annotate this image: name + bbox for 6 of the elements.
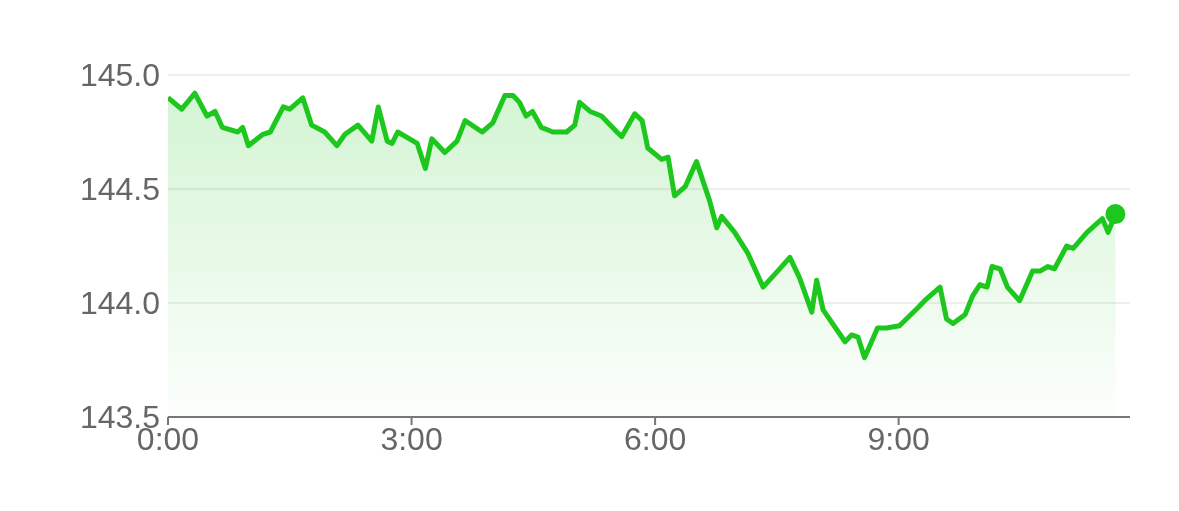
y-tick-label: 145.0 bbox=[79, 57, 160, 94]
x-tick-label: 3:00 bbox=[380, 420, 443, 457]
y-tick-label: 144.0 bbox=[79, 285, 160, 322]
x-tick-label: 9:00 bbox=[867, 420, 930, 457]
x-tick-label: 6:00 bbox=[623, 420, 687, 457]
y-tick-label: 144.5 bbox=[79, 171, 160, 208]
